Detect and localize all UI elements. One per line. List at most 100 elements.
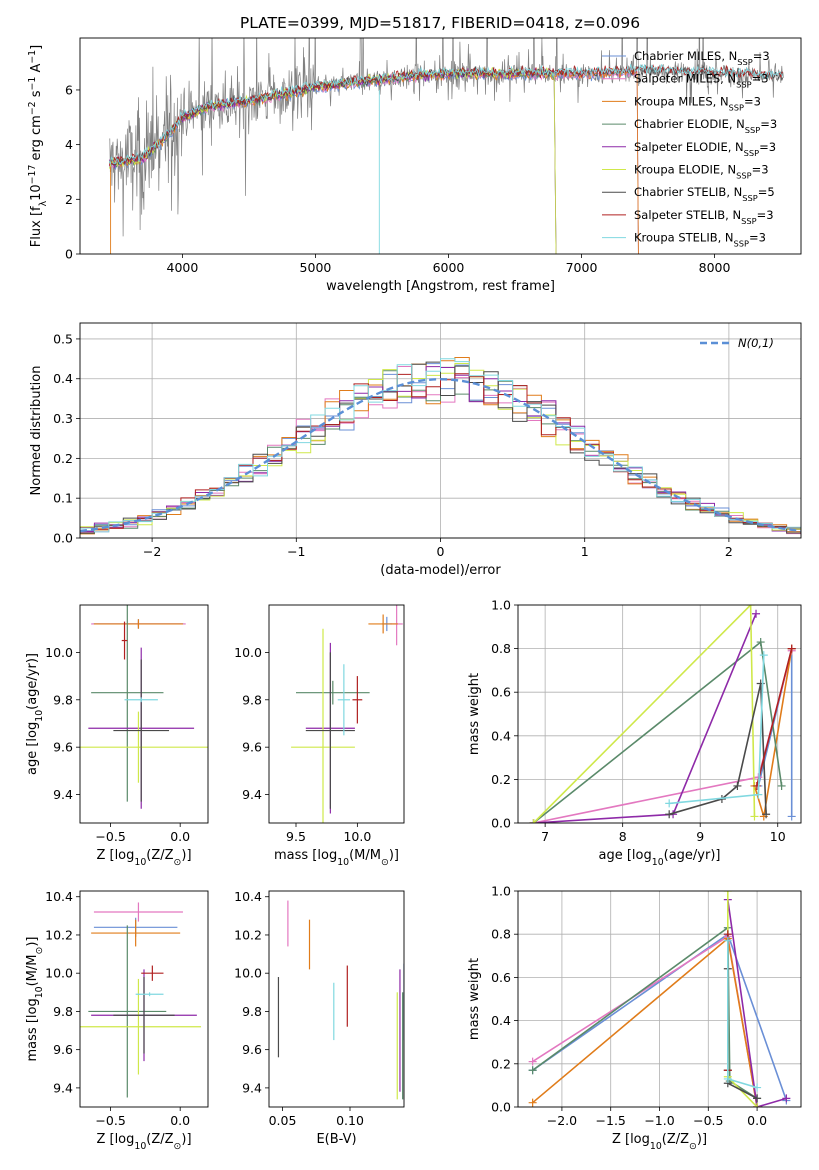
y-tick-label: 0.4 bbox=[53, 371, 73, 386]
legend-label: Kroupa ELODIE, NSSP=3 bbox=[634, 163, 769, 181]
weight-marker bbox=[746, 605, 755, 609]
legend-label: Kroupa STELIB, NSSP=3 bbox=[634, 231, 766, 249]
weight-line bbox=[533, 613, 757, 823]
legend-residuals: N(0,1) bbox=[700, 336, 774, 350]
y-tick-label: 10.4 bbox=[45, 889, 73, 904]
y-tick-label: 9.6 bbox=[53, 1042, 73, 1057]
weight-marker bbox=[750, 812, 759, 821]
x-tick-label: −2 bbox=[143, 544, 161, 559]
x-tick-label: 0 bbox=[437, 544, 445, 559]
legend-label: Kroupa MILES, NSSP=3 bbox=[634, 94, 761, 112]
figure-title: PLATE=0399, MJD=51817, FIBERID=0418, z=0… bbox=[240, 14, 640, 32]
weight-marker bbox=[665, 810, 674, 819]
y-tick-label: 0.8 bbox=[491, 927, 511, 942]
errorbar-kroupa-miles bbox=[93, 619, 183, 629]
x-tick-label: 8 bbox=[619, 829, 627, 844]
y-tick-label: 9.8 bbox=[53, 692, 73, 707]
legend-label: Chabrier ELODIE, NSSP=3 bbox=[634, 117, 777, 135]
weight-marker bbox=[723, 891, 732, 895]
weight-marker bbox=[723, 936, 732, 945]
x-tick-label: 1 bbox=[581, 544, 589, 559]
y-axis-label: mass weight bbox=[467, 958, 482, 1040]
axes-frame bbox=[79, 604, 209, 824]
x-tick-label: 9 bbox=[696, 829, 704, 844]
plot-area-weight_vs_Z bbox=[528, 891, 791, 1107]
x-tick-label: 10 bbox=[770, 829, 786, 844]
x-axis-label: Z [log10(Z/Z⊙)] bbox=[96, 1132, 191, 1152]
weight-marker bbox=[528, 1057, 537, 1066]
y-tick-label: 10.2 bbox=[234, 927, 262, 942]
y-tick-label: 0.0 bbox=[491, 816, 511, 831]
weight-marker bbox=[753, 1103, 762, 1107]
y-tick-label: 9.4 bbox=[53, 1080, 73, 1095]
weight-marker bbox=[777, 781, 786, 790]
legend-label: Salpeter STELIB, NSSP=3 bbox=[634, 208, 774, 226]
y-tick-label: 0.6 bbox=[491, 970, 511, 985]
y-tick-label: 6 bbox=[65, 82, 73, 97]
weight-marker bbox=[787, 812, 796, 821]
y-tick-label: 9.4 bbox=[242, 1080, 262, 1095]
errorbar-kroupa-elodie bbox=[80, 711, 208, 783]
x-axis-label: age [log10(age/yr)] bbox=[599, 848, 721, 868]
errorbar-chabrier-stelib bbox=[113, 659, 170, 802]
x-tick-label: 7000 bbox=[566, 260, 598, 275]
x-tick-label: 5000 bbox=[300, 260, 332, 275]
x-axis-label: mass [log10(M/M⊙)] bbox=[274, 848, 399, 868]
axes-weight_vs_Z: −2.0 −1.5 −1.0 −0.5 0.0 0.0 0.2 0.4 0.6 0.8 1.0 Z [… bbox=[467, 884, 802, 1152]
axes-mass_vs_ebv: 0.05 0.10 9.4 9.6 9.8 10.0 10.2 10.4 E(B-V) bbox=[234, 889, 405, 1147]
weight-line-salpeter-miles bbox=[529, 646, 796, 823]
errorbar-salpeter-stelib bbox=[141, 965, 164, 981]
weight-line-salpeter-elodie bbox=[529, 609, 761, 823]
weight-line bbox=[727, 899, 787, 1107]
model-spectrum-chabrier-elodie bbox=[108, 68, 557, 254]
x-tick-label: 4000 bbox=[167, 260, 199, 275]
x-tick-label: 8000 bbox=[699, 260, 731, 275]
weight-line bbox=[532, 935, 758, 1107]
errorbar-kroupa-elodie bbox=[80, 978, 202, 1075]
errorbar-chabrier-elodie bbox=[296, 680, 370, 705]
y-tick-label: 0.1 bbox=[53, 491, 73, 506]
axes-frame bbox=[79, 37, 802, 255]
legend-label: Chabrier MILES, NSSP=3 bbox=[634, 49, 770, 67]
y-tick-label: 0.2 bbox=[53, 451, 73, 466]
x-tick-label: 0.10 bbox=[336, 1113, 364, 1128]
errorbar-chabrier-elodie bbox=[88, 925, 167, 1098]
x-tick-label: −0.5 bbox=[95, 1113, 125, 1128]
x-axis-label: wavelength [Angstrom, rest frame] bbox=[326, 279, 555, 294]
y-tick-label: 9.4 bbox=[53, 787, 73, 802]
y-tick-label: 0.4 bbox=[491, 1013, 511, 1028]
model-spectrum-kroupa-stelib bbox=[108, 63, 784, 165]
y-tick-label: 10.0 bbox=[45, 966, 73, 981]
x-tick-label: 7 bbox=[541, 829, 549, 844]
y-tick-label: 0.2 bbox=[491, 772, 511, 787]
y-tick-label: 9.8 bbox=[242, 1004, 262, 1019]
y-tick-label: 10.2 bbox=[45, 927, 73, 942]
y-tick-label: 0.0 bbox=[491, 1100, 511, 1115]
legend-label: N(0,1) bbox=[738, 336, 774, 350]
y-tick-label: 9.6 bbox=[242, 1042, 262, 1057]
plot-area-spectrum bbox=[108, 38, 784, 254]
axes-frame bbox=[79, 890, 209, 1108]
weight-marker bbox=[528, 1066, 537, 1075]
errorbar-chabrier-elodie bbox=[91, 605, 164, 802]
errorbar-kroupa-elodie bbox=[291, 628, 355, 823]
y-tick-label: 0 bbox=[65, 247, 73, 262]
weight-marker bbox=[753, 1094, 762, 1103]
x-axis-label: Z [log10(Z/Z⊙)] bbox=[612, 1132, 707, 1152]
weight-line bbox=[756, 648, 793, 787]
errorbar-salpeter-stelib bbox=[352, 676, 363, 724]
legend-spectrum: Chabrier MILES, NSSP=3 Salpeter MILES, NS… bbox=[602, 49, 777, 249]
y-tick-label: 0.0 bbox=[53, 531, 73, 546]
plot-area-weight_vs_age bbox=[529, 605, 796, 823]
weight-line-salpeter-miles bbox=[528, 932, 762, 1107]
y-tick-label: 0.2 bbox=[491, 1056, 511, 1071]
weight-marker bbox=[756, 638, 765, 647]
errorbar-chabrier-stelib bbox=[113, 977, 175, 1054]
axes-frame bbox=[268, 890, 405, 1108]
weight-line-kroupa-stelib bbox=[665, 651, 768, 808]
y-tick-label: 1.0 bbox=[491, 884, 511, 899]
x-tick-label: −2.0 bbox=[547, 1113, 577, 1128]
weight-line-kroupa-elodie bbox=[529, 605, 759, 823]
weight-marker bbox=[752, 609, 761, 618]
weight-line-chabrier-elodie bbox=[529, 638, 786, 823]
